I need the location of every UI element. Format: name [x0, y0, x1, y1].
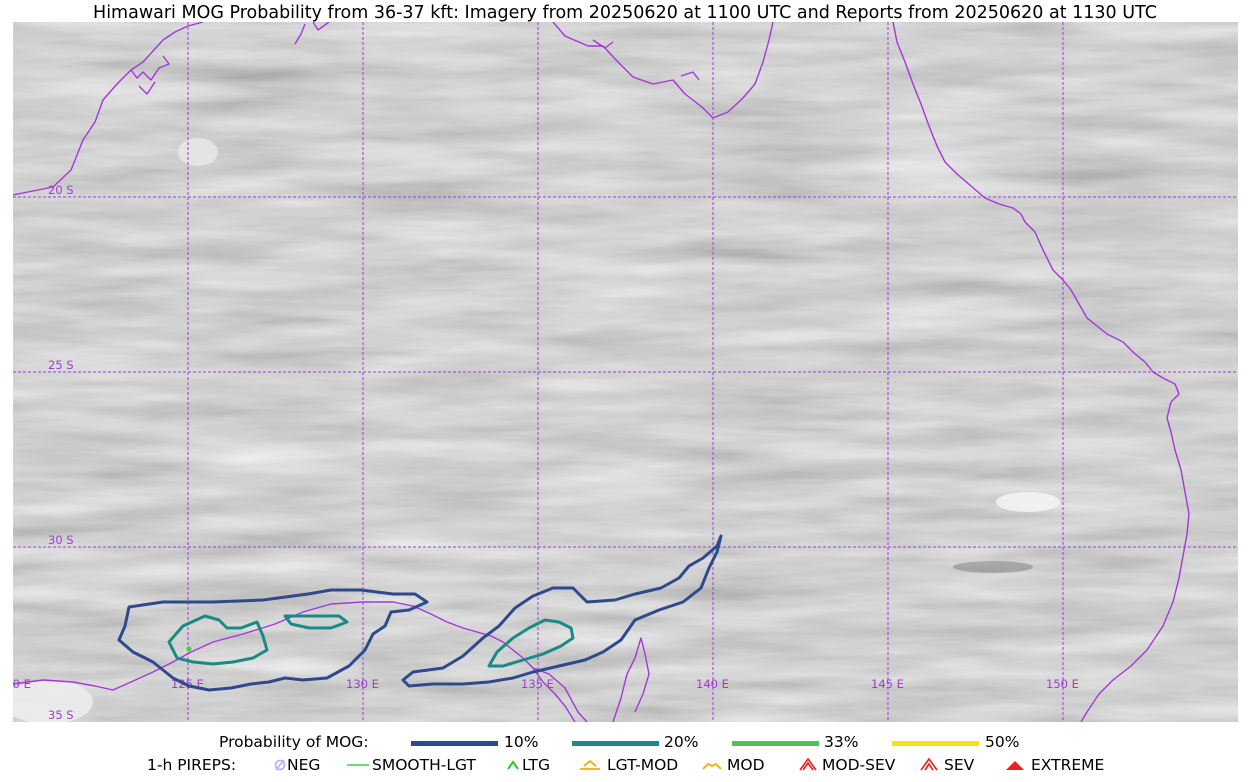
pirep-marker — [186, 646, 192, 652]
legend-label-33pct: 33% — [824, 733, 859, 751]
ltg-caret-icon — [507, 760, 519, 770]
legend-label-20pct: 20% — [664, 733, 699, 751]
mog-contours — [117, 534, 723, 692]
lat-label-30s: 30 S — [48, 533, 74, 547]
coastline-gulf-islands — [592, 39, 700, 81]
cloud-patch-east — [996, 492, 1060, 512]
lon-label-135e: 135 E — [521, 677, 554, 691]
mod-sev-icon — [799, 757, 817, 771]
lon-label-140e: 140 E — [696, 677, 729, 691]
coastline-northwest — [13, 22, 204, 196]
gridlines — [13, 22, 1238, 722]
probability-legend-label: Probability of MOG: — [219, 733, 369, 751]
lon-label-145e: 145 E — [871, 677, 904, 691]
legend-swatch-20pct — [572, 741, 659, 746]
contour-10pct-east — [401, 534, 723, 688]
pireps-legend: 1-h PIREPS: NEG SMOOTH-LGT LTG LGT-MOD M… — [0, 756, 1250, 776]
contour-20pct-west — [167, 614, 269, 666]
legend-swatch-33pct — [732, 741, 819, 746]
lat-label-35s: 35 S — [48, 708, 74, 722]
figure-title: Himawari MOG Probability from 36-37 kft:… — [93, 3, 1157, 23]
cloud-patch-northwest — [178, 138, 218, 166]
pirep-label-lgt-mod: LGT-MOD — [607, 756, 679, 774]
pirep-label-mod-sev: MOD-SEV — [822, 756, 896, 774]
contour-20pct-east — [487, 618, 575, 668]
coastline-east-queensland — [892, 22, 1190, 722]
pireps-legend-label: 1-h PIREPS: — [147, 756, 237, 774]
coastline-spencer-gulf — [532, 637, 650, 722]
lgt-mod-icon — [580, 759, 600, 770]
neg-icon — [274, 759, 286, 771]
mod-caret-icon — [702, 762, 722, 770]
sev-icon — [920, 757, 938, 771]
coastline-gulf-of-carpentaria — [552, 22, 774, 119]
contour-10pct-west — [117, 588, 429, 692]
lon-label-150e: 150 E — [1046, 677, 1079, 691]
pirep-label-sev: SEV — [944, 756, 975, 774]
pirep-label-smooth-lgt: SMOOTH-LGT — [372, 756, 476, 774]
coastline-top-end — [294, 22, 330, 45]
extreme-icon — [1006, 761, 1024, 770]
cloud-patch-southwest — [13, 680, 93, 722]
satellite-map: 20 S 25 S 30 S 35 S 120 E 125 E 130 E 13… — [13, 22, 1238, 722]
lon-label-120e: 120 E — [13, 677, 31, 691]
legend-label-50pct: 50% — [985, 733, 1020, 751]
coastline-kimberley-islands — [130, 55, 170, 95]
probability-legend: Probability of MOG: 10% 20% 33% 50% — [0, 733, 1250, 753]
pirep-label-mod: MOD — [727, 756, 765, 774]
pirep-label-neg: NEG — [287, 756, 321, 774]
legend-swatch-50pct — [892, 741, 979, 746]
lat-label-25s: 25 S — [48, 358, 74, 372]
legend-swatch-10pct — [411, 741, 498, 746]
pirep-label-extreme: EXTREME — [1031, 756, 1105, 774]
lon-label-130e: 130 E — [346, 677, 379, 691]
lat-label-20s: 20 S — [48, 183, 74, 197]
pirep-label-ltg: LTG — [522, 756, 550, 774]
contour-20pct-west-b — [283, 614, 349, 630]
legend-label-10pct: 10% — [504, 733, 539, 751]
smooth-lgt-line-icon — [347, 764, 369, 766]
cloud-shadow-east — [953, 561, 1033, 573]
